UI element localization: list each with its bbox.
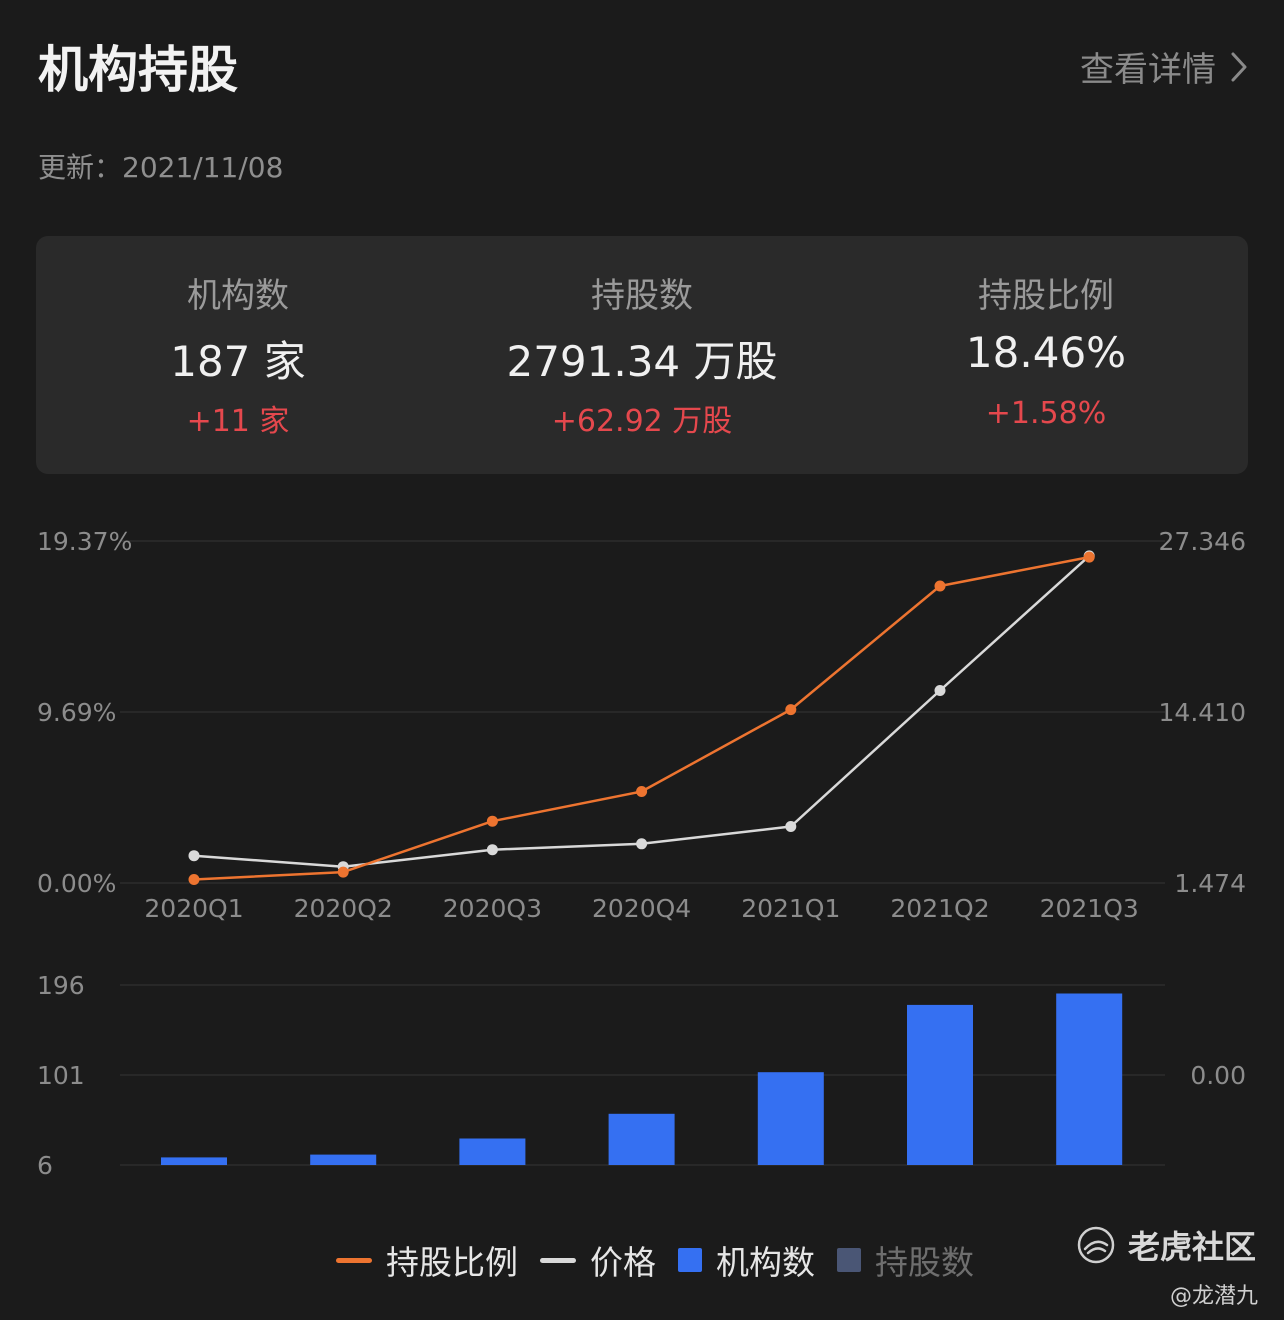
series-line-holding-ratio [193,555,1090,881]
right-axis-tick: 14.410 [1159,698,1246,727]
stat-change: +1.58% [985,396,1107,431]
legend-swatch [837,1248,861,1272]
stat-holding-ratio: 持股比例 18.46% +1.58% [844,236,1248,474]
legend-item[interactable]: 持股比例 [336,1236,518,1284]
stat-value: 2791.34 万股 [506,337,778,386]
bar-institution-count [907,1004,973,1165]
watermark: 老虎社区 [1076,1222,1256,1268]
stat-value: 187 家 [170,337,306,386]
right-axis-tick: 1.474 [1174,869,1246,898]
chevron-right-icon [1231,52,1247,81]
left-axis-tick: 196 [37,971,85,1000]
stat-shares: 持股数 2791.34 万股 +62.92 万股 [440,236,844,474]
data-point-holding-ratio [337,866,349,878]
left-axis-tick: 19.37% [37,527,132,556]
bar-institution-count [161,1157,227,1165]
data-point-holding-ratio [486,815,498,827]
legend-item[interactable]: 持股数 [837,1236,974,1284]
legend-label: 价格 [590,1243,656,1282]
data-point-holding-ratio [188,874,200,885]
data-point-holding-ratio [934,580,946,592]
institution-count-chart[interactable]: 196 101 6 0.00 [0,960,1284,1190]
chart-legend: 持股比例 价格 机构数 持股数 [336,1236,996,1284]
right-axis-tick: 27.346 [1159,527,1246,556]
legend-swatch [678,1248,702,1272]
update-date: 更新：2021/11/08 [38,151,284,184]
data-point-holding-ratio [1083,551,1095,563]
tiger-logo-icon [1077,1226,1115,1264]
left-axis-tick: 6 [37,1151,53,1180]
x-axis-tick: 2020Q2 [294,894,393,923]
bar-institution-count [459,1138,526,1165]
x-axis-tick: 2021Q2 [890,894,989,923]
data-point-price [785,821,797,832]
view-details-label: 查看详情 [1080,50,1216,90]
legend-swatch [540,1257,576,1263]
bar-institution-count [310,1154,377,1165]
x-axis-tick: 2021Q3 [1040,894,1139,923]
page-title: 机构持股 [38,41,238,99]
stat-label: 持股数 [591,276,693,316]
holding-ratio-price-chart[interactable]: 19.37% 9.69% 0.00% 27.346 14.410 1.474 2020Q1 2… [0,510,1284,930]
stats-panel: 机构数 187 家 +11 家 持股数 2791.34 万股 +62.92 万股… [36,236,1248,474]
x-axis-tick: 2020Q4 [592,894,691,923]
x-axis-tick: 2020Q1 [144,894,243,923]
legend-label: 机构数 [716,1243,815,1282]
data-point-price [188,850,200,862]
data-point-holding-ratio [636,786,648,797]
legend-item[interactable]: 机构数 [678,1236,815,1284]
stat-label: 机构数 [187,276,289,316]
legend-swatch [336,1257,372,1263]
bar-institution-count [757,1072,824,1165]
right-axis-tick: 0.00 [1190,1061,1246,1090]
view-details-link[interactable]: 查看详情 [1080,42,1248,91]
watermark-author: @龙潜九 [1169,1284,1258,1309]
left-axis-tick: 9.69% [37,698,116,727]
left-axis-tick: 0.00% [37,869,116,898]
stat-change: +11 家 [186,404,290,439]
data-point-holding-ratio [785,704,797,716]
left-axis-tick: 101 [37,1061,85,1090]
data-point-price [636,838,648,850]
data-point-price [486,844,498,856]
stat-change: +62.92 万股 [551,404,733,439]
bar-institution-count [608,1113,675,1165]
stat-label: 持股比例 [978,276,1114,316]
legend-label: 持股比例 [386,1243,518,1282]
x-axis-tick: 2021Q1 [741,894,840,923]
data-point-price [934,685,946,696]
stat-institutions: 机构数 187 家 +11 家 [36,236,440,474]
watermark-brand: 老虎社区 [1127,1228,1256,1266]
legend-item[interactable]: 价格 [540,1236,656,1284]
legend-label: 持股数 [875,1243,974,1282]
x-axis-tick: 2020Q3 [443,894,542,923]
bar-institution-count [1056,993,1123,1165]
stat-value: 18.46% [965,328,1127,377]
